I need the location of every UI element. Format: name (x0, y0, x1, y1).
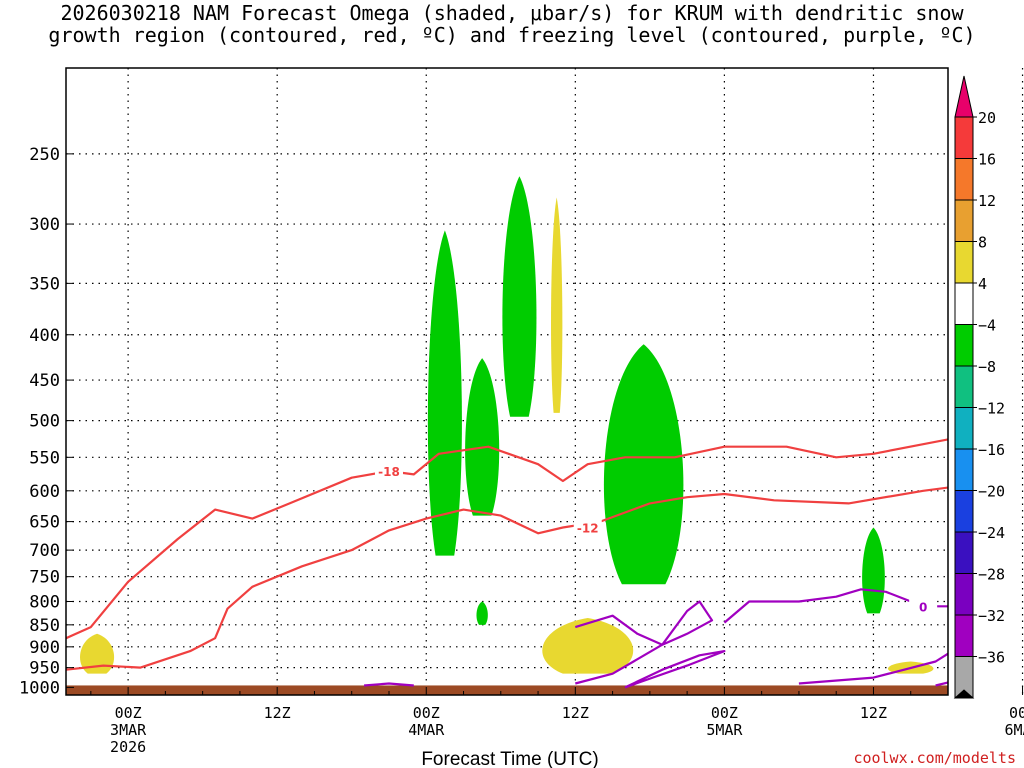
contour-label-bg (374, 463, 403, 479)
y-tick-label: 650 (29, 513, 60, 533)
omega-region-positive (551, 197, 563, 413)
credit-text: coolwx.com/modelts (853, 749, 1016, 767)
colorbar-label: −36 (978, 649, 1005, 667)
colorbar-label: −24 (978, 524, 1005, 542)
y-tick-label: 550 (29, 448, 60, 468)
y-tick-label: 750 (29, 568, 60, 588)
colorbar-label: −8 (978, 358, 996, 376)
x-tick-label: 3MAR (110, 721, 147, 739)
contour-label: -18 (378, 465, 400, 479)
y-tick-label: 1000 (19, 678, 60, 698)
x-tick-label: 6MAR (1004, 721, 1024, 739)
contour-0 (364, 682, 414, 687)
colorbar-bottom-arrow (953, 689, 975, 699)
colorbar: 20 16 12 8 4 −4 −8 −12 −16 −20 −24 −28 −32 −36 (953, 75, 1005, 699)
y-tick-label: 250 (29, 145, 60, 165)
y-tick-label: 350 (29, 274, 60, 294)
x-axis: 00Z3MAR202612Z00Z4MAR12Z00Z5MAR12Z00Z6MA… (90, 687, 1024, 756)
colorbar-label: 4 (978, 275, 987, 293)
contour-0 (798, 652, 948, 685)
colorbar-label: −28 (978, 566, 1005, 584)
colorbar-label: 20 (978, 109, 996, 127)
x-tick-label: 5MAR (706, 721, 743, 739)
colorbar-box (954, 116, 974, 159)
y-tick-label: 300 (29, 215, 60, 235)
y-tick-label: 850 (29, 616, 60, 636)
x-axis-label: Forecast Time (UTC) (421, 749, 598, 768)
y-tick-label: 800 (29, 593, 60, 613)
colorbar-box (954, 573, 974, 616)
omega-region-positive (542, 617, 634, 674)
colorbar-label: −4 (978, 317, 996, 335)
x-tick-label: 12Z (860, 704, 887, 722)
omega-region-negative (465, 358, 500, 516)
contour--12 (66, 486, 948, 671)
contour-0 (935, 681, 948, 687)
colorbar-box (954, 490, 974, 533)
colorbar-box (954, 241, 974, 284)
y-axis: 2503003504004505005506006507007508008509… (19, 145, 74, 698)
omega-region-negative (603, 344, 684, 585)
colorbar-label: −32 (978, 607, 1005, 625)
x-tick-label: 00Z (711, 704, 738, 722)
omega-region-negative (502, 176, 537, 417)
omega-region-negative (427, 230, 462, 556)
colorbar-label: −12 (978, 400, 1005, 418)
chart-title: 2026030218 NAM Forecast Omega (shaded, μ… (0, 2, 1024, 46)
colorbar-box (954, 282, 974, 325)
title-line-1: 2026030218 NAM Forecast Omega (shaded, μ… (60, 1, 964, 25)
plot-frame (65, 67, 949, 696)
colorbar-box (954, 614, 974, 657)
x-tick-label: 4MAR (408, 721, 445, 739)
colorbar-box (954, 531, 974, 574)
colorbar-box (954, 407, 974, 450)
colorbar-label: 16 (978, 151, 996, 169)
colorbar-box (954, 324, 974, 367)
contour-label: -12 (577, 521, 599, 535)
y-tick-label: 950 (29, 659, 60, 679)
terrain-fill (66, 685, 948, 695)
colorbar-label: −20 (978, 483, 1005, 501)
x-tick-label: 00Z (413, 704, 440, 722)
omega-region-positive (80, 633, 115, 674)
x-tick-label: 12Z (264, 704, 291, 722)
contours: -18 -12 0 (66, 438, 948, 689)
colorbar-top-arrow (954, 75, 974, 118)
contour-label-bg (909, 598, 938, 614)
y-tick-label: 500 (29, 412, 60, 432)
colorbar-box (954, 158, 974, 201)
contour-0 (574, 600, 714, 685)
terrain (66, 685, 948, 695)
colorbar-label: −16 (978, 441, 1005, 459)
x-tick-label: 12Z (562, 704, 589, 722)
y-tick-label: 900 (29, 638, 60, 658)
x-tick-label: 2026 (110, 738, 146, 756)
y-tick-label: 700 (29, 541, 60, 561)
x-tick-label: 00Z (115, 704, 142, 722)
title-line-2: growth region (contoured, red, ºC) and f… (48, 23, 976, 47)
contour-label-bg (573, 519, 602, 535)
colorbar-box (954, 199, 974, 242)
y-tick-label: 400 (29, 326, 60, 346)
contour-0 (624, 650, 726, 689)
colorbar-label: 12 (978, 192, 996, 210)
x-tick-label: 00Z (1009, 704, 1024, 722)
omega-region-negative (476, 601, 488, 625)
colorbar-box (954, 448, 974, 491)
colorbar-box (954, 365, 974, 408)
y-tick-label: 600 (29, 482, 60, 502)
contour--18 (66, 438, 948, 640)
colorbar-label: 8 (978, 234, 987, 252)
y-tick-label: 450 (29, 371, 60, 391)
contour-0 (723, 588, 948, 624)
contour-label: 0 (919, 600, 927, 614)
